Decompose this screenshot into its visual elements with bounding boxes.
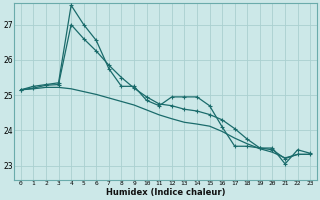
X-axis label: Humidex (Indice chaleur): Humidex (Indice chaleur) [106, 188, 225, 197]
